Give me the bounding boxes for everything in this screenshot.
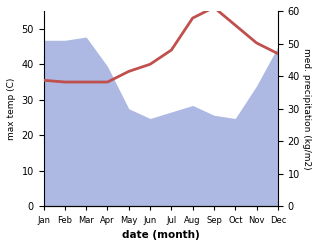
Y-axis label: max temp (C): max temp (C): [7, 78, 16, 140]
Y-axis label: med. precipitation (kg/m2): med. precipitation (kg/m2): [302, 48, 311, 169]
X-axis label: date (month): date (month): [122, 230, 200, 240]
